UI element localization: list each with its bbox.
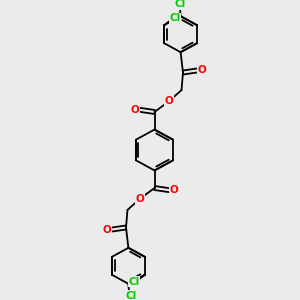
Text: O: O <box>102 225 111 235</box>
Text: Cl: Cl <box>169 14 181 23</box>
Text: O: O <box>169 185 178 195</box>
Text: O: O <box>131 105 140 115</box>
Text: O: O <box>165 96 174 106</box>
Text: O: O <box>198 65 207 75</box>
Text: Cl: Cl <box>125 291 136 300</box>
Text: Cl: Cl <box>128 277 140 286</box>
Text: O: O <box>135 194 144 204</box>
Text: Cl: Cl <box>174 0 186 9</box>
